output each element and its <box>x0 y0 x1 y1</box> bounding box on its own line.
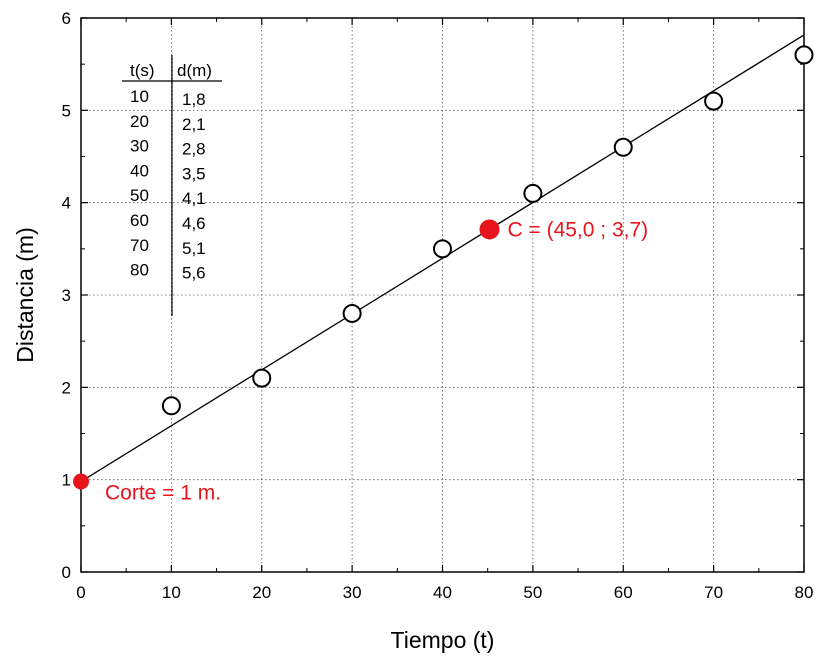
table-cell-t: 60 <box>130 211 149 230</box>
data-point <box>161 396 181 416</box>
table-cell-d: 1,8 <box>182 90 206 109</box>
y-tick-label: 1 <box>62 471 71 490</box>
y-tick-label: 3 <box>62 286 71 305</box>
data-point <box>523 183 543 203</box>
table-cell-t: 20 <box>130 112 149 131</box>
table-cell-d: 2,8 <box>182 140 206 159</box>
y-tick-label: 5 <box>62 101 71 120</box>
x-tick-label: 40 <box>433 583 452 602</box>
x-tick-label: 10 <box>162 583 181 602</box>
intercept-point <box>73 473 89 490</box>
table-cell-d: 2,1 <box>182 115 206 134</box>
highlight-points: Corte = 1 m. C = (45,0 ; 3,7) <box>73 218 648 505</box>
y-tick-label: 4 <box>62 194 71 213</box>
table-cell-t: 50 <box>130 186 149 205</box>
centroid-point <box>479 219 500 240</box>
table-cell-d: 3,5 <box>182 164 206 183</box>
x-axis-title: Tiempo (t) <box>391 627 495 653</box>
data-point <box>433 239 452 259</box>
y-axis-title: Distancia (m) <box>12 227 38 362</box>
y-tick-label: 2 <box>62 378 71 397</box>
x-tick-label: 30 <box>343 583 362 602</box>
data-point <box>252 368 272 388</box>
y-tick-label: 0 <box>62 563 71 582</box>
data-point <box>342 303 362 323</box>
x-tick-label: 70 <box>704 583 723 602</box>
table-cell-t: 10 <box>130 87 149 106</box>
table-cell-t: 80 <box>130 261 149 280</box>
table-header-t: t(s) <box>130 61 155 80</box>
axis-ticks <box>80 17 805 573</box>
table-cell-t: 40 <box>130 161 149 180</box>
table-cell-d: 4,6 <box>182 214 206 233</box>
data-point <box>704 91 724 111</box>
data-points <box>161 45 814 416</box>
data-point <box>794 45 814 65</box>
centroid-label: C = (45,0 ; 3,7) <box>507 218 648 241</box>
x-tick-label: 80 <box>795 583 814 602</box>
table-cell-t: 70 <box>130 236 149 255</box>
table-cell-t: 30 <box>130 137 149 156</box>
y-tick-label: 6 <box>62 9 71 28</box>
x-tick-label: 0 <box>76 583 85 602</box>
table-cell-d: 4,1 <box>182 189 206 208</box>
x-tick-label: 60 <box>614 583 633 602</box>
table-cell-d: 5,6 <box>182 264 206 283</box>
table-cell-d: 5,1 <box>182 239 206 258</box>
x-tick-label: 50 <box>523 583 542 602</box>
x-tick-label: 20 <box>252 583 271 602</box>
table-header-d: d(m) <box>177 61 212 80</box>
data-table: t(s) d(m) 10 1,8 20 2,1 30 2,8 40 3,5 50 4,1 60 4,6 70… <box>122 55 222 316</box>
intercept-label: Corte = 1 m. <box>105 482 221 505</box>
tick-labels: 0 10 20 30 40 50 60 70 80 0 1 2 3 4 5 6 <box>62 9 814 602</box>
data-point <box>613 137 633 157</box>
